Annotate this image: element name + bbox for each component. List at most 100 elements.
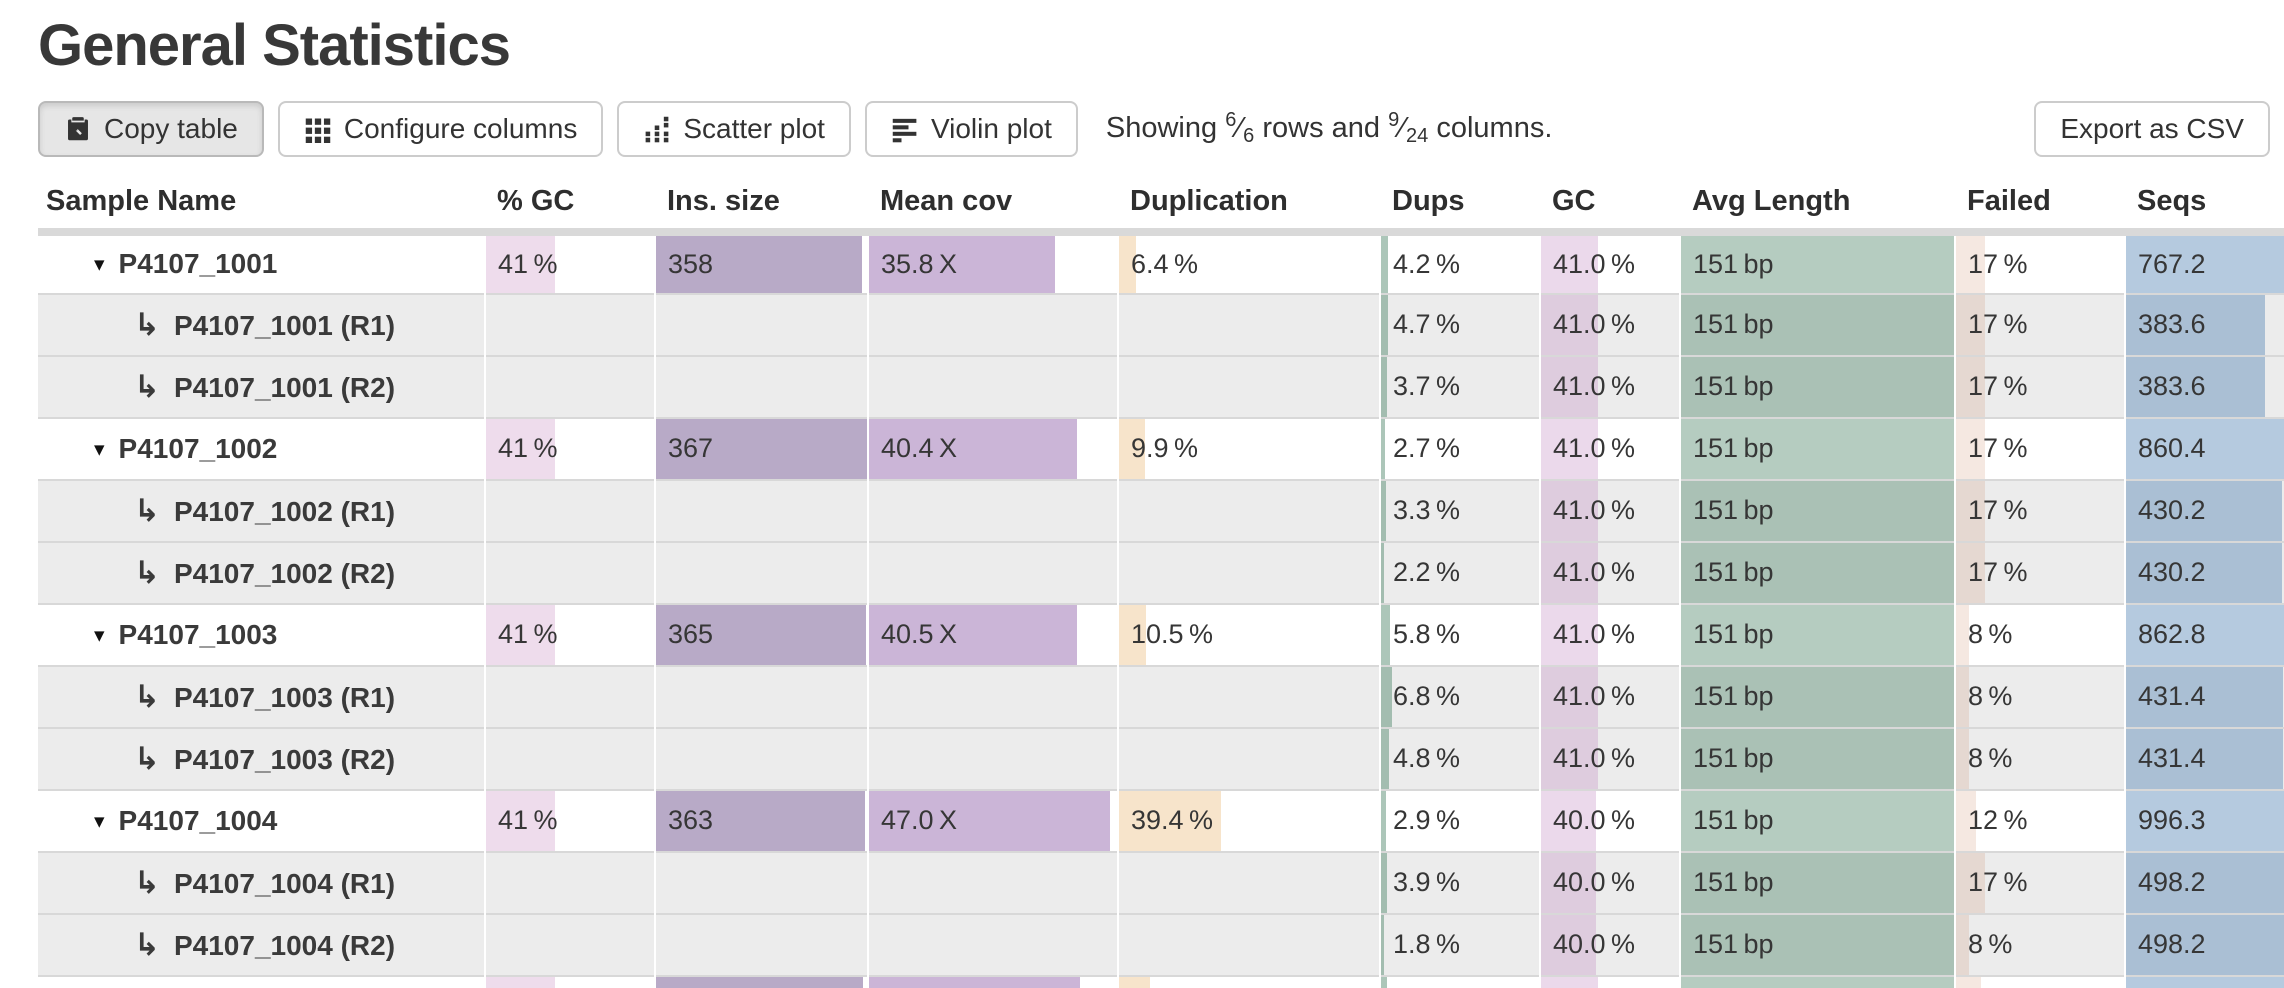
read-subrow: ↳ P4107_1003 (R1) 6.8 % 41.0 % 151 bp 8 % 431.… xyxy=(38,665,2284,728)
column-header-pgc[interactable]: % GC xyxy=(485,178,655,236)
cell-value: 41.0 % xyxy=(1553,619,1635,650)
cell-seqs: 498.2 xyxy=(2124,851,2284,914)
column-header-sample[interactable]: Sample Name xyxy=(38,178,485,236)
cell-value: 41.0 % xyxy=(1553,371,1635,402)
cell-value: 17 % xyxy=(1968,557,2028,588)
cell-bar xyxy=(1682,728,1954,789)
cell-gc: 41.0 % xyxy=(1539,231,1680,294)
cell-dups: 2.2 % xyxy=(1379,541,1540,604)
cell-dup xyxy=(1117,665,1380,728)
collapse-toggle-icon[interactable]: ▾ xyxy=(94,437,105,461)
cell-bar xyxy=(1382,418,1386,479)
cell-bar xyxy=(487,790,555,851)
sample-name: P4107_1002 xyxy=(118,432,278,464)
collapse-toggle-icon[interactable]: ▾ xyxy=(94,623,105,647)
cell-value: 6.8 % xyxy=(1393,681,1460,712)
sample-name-cell[interactable]: ▾ P4107_1002 xyxy=(38,418,485,480)
configure-columns-button[interactable]: Configure columns xyxy=(277,100,604,157)
collapse-toggle-icon[interactable]: ▾ xyxy=(94,253,105,277)
cell-ins xyxy=(654,913,868,976)
cell-bar xyxy=(1382,728,1389,789)
cell-bar xyxy=(2127,604,2284,665)
cell-bar xyxy=(2127,852,2284,913)
sample-name-cell[interactable]: ▾ P4107_1004 xyxy=(38,790,485,852)
cell-ins: 363 xyxy=(654,789,868,852)
sample-name-cell[interactable]: ▾ P4107_1001 xyxy=(38,232,485,294)
cell-value: 151 bp xyxy=(1693,248,1774,279)
cell-bar xyxy=(2127,914,2284,975)
cell-len: 151 bp xyxy=(1679,727,1955,790)
cell-value: 3.7 % xyxy=(1393,371,1460,402)
cell-value: 39.4 % xyxy=(1131,805,1213,836)
cell-failed: 17 % xyxy=(1954,541,2125,604)
cell-dup xyxy=(1117,727,1380,790)
toolbar-spacer xyxy=(1566,101,2020,157)
cell-len: 151 bp xyxy=(1679,479,1955,542)
cell-value: 47.0 X xyxy=(881,805,957,836)
sample-name-cell: ↳ P4107_1002 (R2) xyxy=(38,542,485,604)
sample-name: P4107_1002 (R1) xyxy=(173,495,396,527)
cell-ins xyxy=(654,727,868,790)
cell-ins xyxy=(654,665,868,728)
cell-value: 358 xyxy=(668,248,714,279)
cell-pgc xyxy=(484,355,655,418)
cell-bar xyxy=(1542,542,1598,603)
column-header-dups[interactable]: Dups xyxy=(1380,178,1540,236)
scatter-plot-button[interactable]: Scatter plot xyxy=(617,100,851,157)
column-header-len[interactable]: Avg Length xyxy=(1680,178,1955,236)
cell-bar xyxy=(1120,235,1136,293)
sample-name-cell: ↳ P4107_1004 (R2) xyxy=(38,914,485,976)
cell-value: 430.2 xyxy=(2138,557,2206,588)
cell-len: 151 bp xyxy=(1679,913,1955,976)
general-stats-table: Sample Name% GC Ins. size Mean cov Duplicat… xyxy=(38,178,2284,988)
cell-len: 151 bp xyxy=(1679,789,1955,852)
cell-cov xyxy=(867,975,1118,988)
cell-bar xyxy=(1957,356,1985,417)
cell-len: 151 bp xyxy=(1679,851,1955,914)
cell-value: 4.8 % xyxy=(1393,743,1460,774)
cell-bar xyxy=(487,976,555,988)
column-header-cov[interactable]: Mean cov xyxy=(868,178,1118,236)
sample-name-cell: ↳ P4107_1003 (R2) xyxy=(38,728,485,790)
column-header-gc[interactable]: GC xyxy=(1540,178,1680,236)
cell-ins xyxy=(654,293,868,356)
cell-bar xyxy=(2127,976,2284,988)
export-csv-button[interactable]: Export as CSV xyxy=(2034,100,2270,157)
cell-cov xyxy=(867,913,1118,976)
cell-value: 151 bp xyxy=(1693,805,1774,836)
cell-pgc: 41 % xyxy=(484,603,655,666)
table-header-row: Sample Name% GC Ins. size Mean cov Duplicat… xyxy=(38,178,2284,236)
cell-value: 2.7 % xyxy=(1393,433,1460,464)
cell-value: 383.6 xyxy=(2138,309,2206,340)
sample-name-cell[interactable]: ▾ P4107_1003 xyxy=(38,604,485,666)
cell-value: 41.0 % xyxy=(1553,433,1635,464)
copy-table-button[interactable]: Copy table xyxy=(38,100,264,157)
sample-name: P4107_1002 (R2) xyxy=(173,557,396,589)
cell-bar xyxy=(1682,356,1954,417)
column-header-dup[interactable]: Duplication xyxy=(1118,178,1380,236)
violin-plot-button[interactable]: Violin plot xyxy=(864,100,1078,157)
cell-bar xyxy=(657,235,862,293)
cell-dups: 4.7 % xyxy=(1379,293,1540,356)
column-header-seqs[interactable]: Seqs xyxy=(2125,178,2284,236)
cell-failed: 8 % xyxy=(1954,727,2125,790)
collapse-toggle-icon[interactable]: ▾ xyxy=(94,809,105,833)
read-subrow: ↳ P4107_1001 (R2) 3.7 % 41.0 % 151 bp 17 % 383… xyxy=(38,355,2284,418)
sample-name: P4107_1003 (R2) xyxy=(173,743,396,775)
cell-bar xyxy=(1542,480,1598,541)
cell-value: 6.4 % xyxy=(1131,248,1198,279)
cell-dup xyxy=(1117,913,1380,976)
subrow-arrow-icon: ↳ xyxy=(134,740,160,776)
cell-len: 151 bp xyxy=(1679,355,1955,418)
sample-name: P4107_1001 (R2) xyxy=(173,371,396,403)
column-header-failed[interactable]: Failed xyxy=(1955,178,2125,236)
cell-bar xyxy=(1542,728,1598,789)
cell-bar xyxy=(870,418,1078,479)
cell-dup xyxy=(1117,293,1380,356)
cell-failed: 17 % xyxy=(1954,851,2125,914)
cell-value: 498.2 xyxy=(2138,867,2206,898)
cell-len xyxy=(1679,975,1955,988)
cell-ins xyxy=(654,355,868,418)
cell-bar xyxy=(1957,976,1982,988)
column-header-ins[interactable]: Ins. size xyxy=(655,178,868,236)
